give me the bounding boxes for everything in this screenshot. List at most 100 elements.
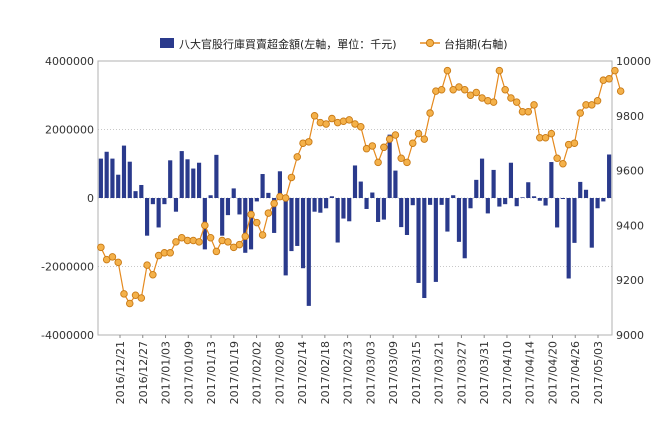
point-63 bbox=[460, 86, 469, 94]
point-29 bbox=[264, 209, 273, 217]
point-50 bbox=[385, 135, 394, 143]
bar-40 bbox=[329, 196, 334, 198]
bar-79 bbox=[555, 198, 560, 228]
bar-58 bbox=[433, 198, 438, 282]
bar-12 bbox=[168, 160, 173, 198]
point-86 bbox=[593, 96, 602, 105]
x-tick-label-6: 2017/02/02 bbox=[251, 341, 264, 404]
bar-44 bbox=[352, 165, 358, 198]
bar-45 bbox=[358, 181, 363, 198]
point-20 bbox=[212, 247, 221, 256]
bar-48 bbox=[376, 198, 381, 222]
bar-27 bbox=[254, 198, 259, 202]
bar-82 bbox=[572, 198, 577, 243]
bar-35 bbox=[300, 198, 306, 269]
point-13 bbox=[172, 238, 180, 246]
point-55 bbox=[414, 129, 423, 138]
x-tick-label-0: 2016/12/21 bbox=[114, 341, 127, 404]
point-2 bbox=[108, 253, 117, 261]
bar-41 bbox=[335, 198, 340, 243]
point-75 bbox=[530, 101, 538, 109]
bar-30 bbox=[272, 198, 277, 233]
point-47 bbox=[368, 142, 377, 150]
bar-43 bbox=[347, 198, 352, 222]
bar-1 bbox=[104, 151, 109, 198]
bar-4 bbox=[121, 145, 127, 198]
bar-42 bbox=[341, 198, 346, 219]
bar-25 bbox=[243, 198, 248, 253]
point-65 bbox=[472, 88, 481, 97]
point-5 bbox=[126, 299, 134, 308]
x-tick-label-13: 2017/03/15 bbox=[410, 341, 423, 404]
x-tick-label-8: 2017/02/14 bbox=[296, 341, 309, 404]
point-71 bbox=[507, 94, 515, 102]
bar-70 bbox=[503, 198, 508, 205]
legend-label-bar: 八大官股行庫買賣超金額(左軸，單位：千元) bbox=[179, 37, 397, 51]
bar-50 bbox=[387, 134, 392, 198]
legend: 八大官股行庫買賣超金額(左軸，單位：千元) 台指期(右軸) bbox=[160, 37, 508, 51]
point-7 bbox=[137, 294, 146, 302]
bar-62 bbox=[456, 198, 462, 242]
bar-31 bbox=[277, 171, 283, 198]
point-89 bbox=[611, 66, 619, 75]
right-tick-label-2: 9400 bbox=[616, 219, 644, 232]
point-79 bbox=[553, 154, 561, 163]
right-tick-label-1: 9200 bbox=[616, 274, 644, 287]
bar-16 bbox=[191, 168, 196, 198]
point-40 bbox=[328, 114, 336, 123]
point-19 bbox=[206, 233, 215, 242]
right-tick-label-5: 10000 bbox=[616, 55, 651, 68]
bar-88 bbox=[607, 154, 612, 198]
bar-80 bbox=[560, 198, 565, 200]
point-59 bbox=[437, 86, 446, 94]
x-tick-label-15: 2017/03/27 bbox=[455, 341, 468, 404]
bar-3 bbox=[116, 174, 121, 198]
bar-26 bbox=[248, 198, 254, 250]
bar-52 bbox=[399, 198, 404, 228]
bar-series bbox=[98, 134, 612, 306]
left-tick-label-0: -4000000 bbox=[41, 329, 94, 342]
left-tick-label-2: 0 bbox=[87, 192, 94, 205]
bar-20 bbox=[214, 154, 219, 198]
point-48 bbox=[374, 158, 382, 167]
x-tick-label-10: 2017/02/23 bbox=[342, 341, 355, 404]
bar-10 bbox=[156, 198, 161, 228]
point-51 bbox=[391, 131, 400, 139]
bar-47 bbox=[370, 192, 375, 198]
x-tick-label-4: 2017/01/13 bbox=[205, 341, 218, 404]
point-26 bbox=[247, 210, 255, 219]
bar-39 bbox=[324, 198, 329, 209]
x-tick-label-12: 2017/03/09 bbox=[387, 341, 400, 404]
legend-swatch-bar bbox=[160, 38, 174, 48]
left-tick-label-1: -2000000 bbox=[41, 261, 94, 274]
x-tick-label-20: 2017/04/26 bbox=[569, 341, 582, 404]
x-tick-label-9: 2017/02/18 bbox=[319, 341, 332, 404]
left-axis-ticks: -4000000 -2000000 0 2000000 4000000 bbox=[41, 55, 94, 342]
left-tick-label-4: 4000000 bbox=[45, 55, 94, 68]
bar-9 bbox=[150, 198, 155, 205]
point-56 bbox=[420, 135, 429, 143]
point-4 bbox=[120, 290, 128, 298]
bar-76 bbox=[537, 198, 542, 201]
bar-65 bbox=[474, 179, 479, 198]
bar-24 bbox=[237, 198, 242, 215]
bar-13 bbox=[173, 198, 179, 212]
point-8 bbox=[143, 261, 151, 269]
point-82 bbox=[570, 139, 579, 147]
bar-19 bbox=[208, 195, 213, 198]
line-points bbox=[97, 66, 625, 308]
bar-60 bbox=[445, 198, 450, 232]
bar-55 bbox=[416, 198, 421, 283]
bar-6 bbox=[133, 191, 138, 198]
right-tick-label-0: 9000 bbox=[616, 329, 644, 342]
bar-32 bbox=[283, 198, 288, 276]
x-tick-label-17: 2017/04/10 bbox=[501, 341, 514, 404]
bar-77 bbox=[543, 198, 548, 206]
bar-2 bbox=[110, 158, 115, 198]
bar-73 bbox=[520, 197, 525, 198]
point-27 bbox=[253, 218, 261, 227]
bar-51 bbox=[393, 170, 398, 198]
point-78 bbox=[547, 129, 556, 138]
